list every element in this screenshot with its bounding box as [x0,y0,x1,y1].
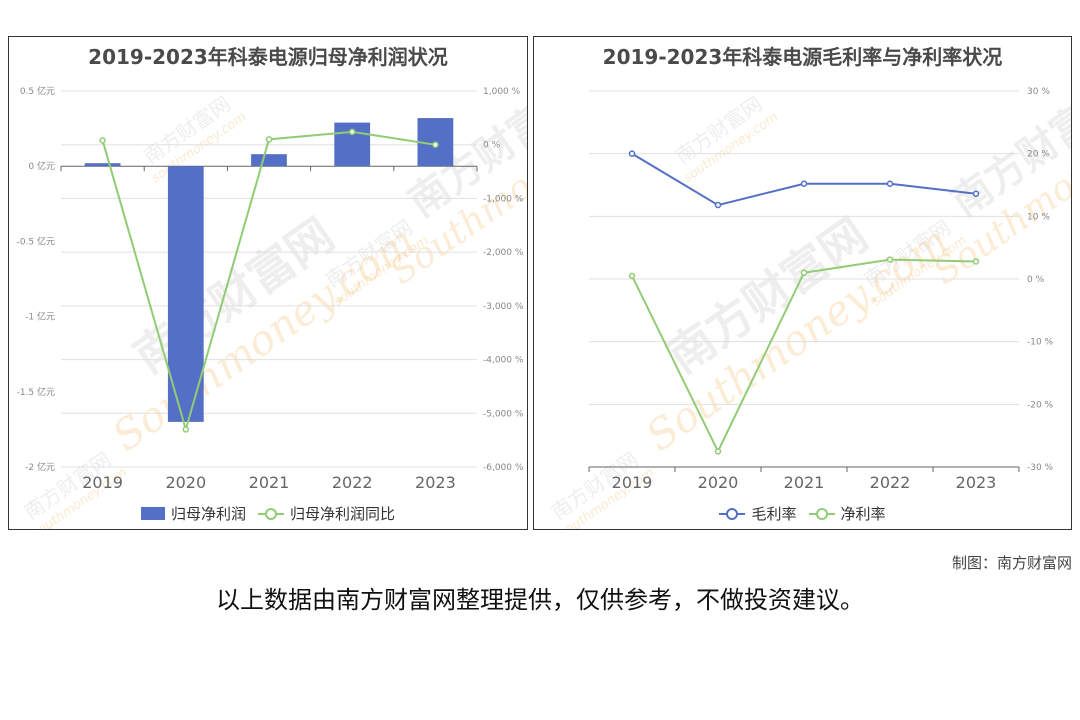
watermark-latin: southmoney.com [870,233,970,309]
legend-label: 净利率 [840,505,886,523]
axis-group: 30 % 20 % 10 % 0 % -10 % -20 % -30 % 2019 2020 20… [588,87,1054,492]
bar-net-profit [251,154,287,167]
y-right-tick-label: -4,000 % [483,356,524,366]
point-gross-margin [972,190,980,198]
x-tick-label: 2023 [956,473,997,492]
y-left-tick-label: 0 亿元 [28,160,55,172]
watermark-text: 南方财富网 [124,208,343,384]
y-right-tick-label: 20 % [1027,150,1050,160]
y-right-tick-label: -30 % [1027,463,1054,473]
legend-label: 毛利率 [751,505,797,523]
legend-label: 归母净利润同比 [290,505,396,523]
watermark-latin: Southmoney.com [383,81,528,293]
legend-item-gross-margin[interactable]: 毛利率 [719,503,797,524]
point-yoy [265,136,273,143]
legend-swatch-line [258,507,284,521]
chart-title: 2019-2023年科泰电源毛利率与净利率状况 [602,45,1003,69]
watermark-text: 南方财富网 [859,215,955,292]
y-left-tick-label: -1.5 亿元 [17,386,55,398]
point-gross-margin [886,180,894,187]
watermark-text: 南方财富网 [658,208,877,384]
point-yoy [182,426,190,433]
chart-legend: 毛利率 净利率 [534,503,1071,524]
y-right-tick-label: -1,000 % [483,194,524,204]
chart-title: 2019-2023年科泰电源归母净利润状况 [88,45,448,69]
y-right-tick-label: 0 % [483,141,501,151]
y-left-tick-label: 0.5 亿元 [20,85,55,97]
y-left-tick-label: -1 亿元 [25,311,55,323]
point-net-margin [628,272,636,280]
x-tick-label: 2021 [249,473,290,492]
y-right-tick-label: 0 % [1027,275,1045,285]
watermark-text: 南方财富网 [943,74,1072,226]
legend-item-net-margin[interactable]: 净利率 [808,503,886,524]
y-right-tick-label: -3,000 % [483,302,524,312]
watermark-text: 南方财富网 [139,92,235,169]
legend-swatch-bar [140,507,165,520]
watermark-text: 南方财富网 [321,215,417,292]
point-net-margin [714,448,722,455]
x-tick-label: 2020 [698,473,739,492]
x-tick-label: 2019 [82,473,123,492]
y-right-tick-label: -20 % [1027,400,1054,410]
point-yoy [432,141,439,148]
y-right-tick-label: -6,000 % [483,463,524,473]
profit-chart-panel: 南方财富网 Southmoney.com 南方财富网 Southmoney.com 南方… [8,36,528,530]
point-net-margin [800,269,808,276]
disclaimer-note: 以上数据由南方财富网整理提供，仅供参考，不做投资建议。 [216,586,864,614]
bar-net-profit [84,163,121,167]
y-right-tick-label: 30 % [1027,87,1050,97]
watermark-latin: Southmoney.com [638,217,958,461]
x-tick-label: 2023 [415,473,456,492]
y-right-tick-label: 10 % [1027,212,1050,222]
chart-legend: 归母净利润 归母净利润同比 [9,503,527,524]
line-gross-margin [631,152,977,207]
legend-swatch-line [719,507,746,521]
watermark-latin: southmoney.com [331,233,431,309]
point-yoy [99,137,106,144]
y-right-tick-label: -5,000 % [483,409,524,419]
margin-chart-panel: 南方财富网 Southmoney.com 南方财富网 Southmoney.com 南方… [533,36,1072,530]
axis-group: 1,000 % 0 % -1,000 % -2,000 % -3,000 % -4,000… [17,85,524,492]
profit-chart-svg: 南方财富网Southmoney.com南方财富网Southmoney.com南方… [17,74,528,529]
x-tick-label: 2022 [870,473,911,492]
line-yoy [101,130,436,434]
y-right-tick-label: -10 % [1027,338,1054,348]
legend-label: 归母净利润 [170,505,246,523]
point-gross-margin [628,150,636,157]
line-net-margin [631,258,977,454]
x-tick-label: 2022 [332,473,373,492]
point-gross-margin [714,201,722,209]
point-yoy [348,128,356,136]
watermark-layer: 南方财富网Southmoney.com南方财富网Southmoney.com南方… [20,74,528,529]
watermark-latin: southmoney.com [681,109,781,185]
point-net-margin [886,256,894,263]
x-tick-label: 2020 [165,473,206,492]
y-left-tick-label: -0.5 亿元 [17,235,55,247]
watermark-latin: Southmoney.com [104,217,424,461]
y-right-tick-label: 1,000 % [483,87,521,97]
watermark-layer: 南方财富网Southmoney.com南方财富网Southmoney.com南方… [547,74,1072,529]
bar-net-profit [167,166,204,422]
margin-chart-svg: 南方财富网Southmoney.com南方财富网Southmoney.com南方… [547,74,1072,529]
legend-item-yoy[interactable]: 归母净利润同比 [258,503,395,524]
y-right-tick-label: -2,000 % [483,248,524,258]
watermark-text: 南方财富网 [671,92,767,169]
point-net-margin [972,258,980,265]
chart-credit: 制图：南方财富网 [951,554,1072,572]
y-left-tick-label: -2 亿元 [25,461,55,473]
legend-item-net-profit[interactable]: 归母净利润 [140,503,246,524]
point-gross-margin [800,180,808,187]
x-tick-label: 2019 [612,473,653,492]
x-tick-label: 2021 [784,473,825,492]
legend-swatch-line [808,507,835,521]
